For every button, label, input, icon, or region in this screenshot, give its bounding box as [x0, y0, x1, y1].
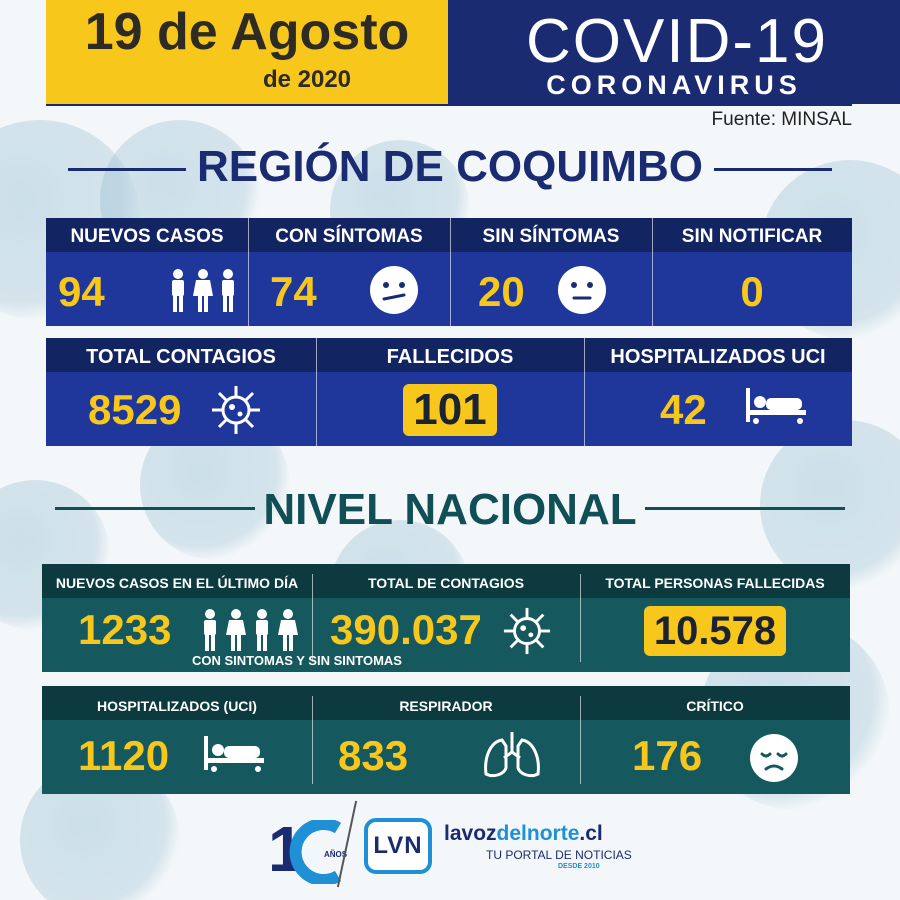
- stat-critico: CRÍTICO 176: [580, 686, 850, 794]
- divider: [580, 696, 581, 784]
- stat-value: 8529: [88, 386, 182, 433]
- divider: [312, 696, 313, 784]
- stat-label: SIN SÍNTOMAS: [482, 226, 620, 247]
- stat-value-highlight: 101: [403, 384, 497, 436]
- brand-highlight: delnorte: [496, 822, 580, 845]
- virus-icon: [212, 386, 260, 434]
- stat-note: CON SINTOMAS Y SIN SINTOMAS: [192, 653, 402, 668]
- stat-label: TOTAL CONTAGIOS: [86, 346, 276, 368]
- anniversary-logo: 1 AÑOS: [268, 814, 358, 886]
- stat-nuevos-casos: NUEVOS CASOS 94: [46, 218, 248, 326]
- stat-label: SIN NOTIFICAR: [681, 226, 823, 247]
- header-rule: [46, 104, 852, 106]
- stat-total-contagios: TOTAL CONTAGIOS 8529: [46, 338, 316, 446]
- title-rule-right: [645, 507, 845, 510]
- national-title: NIVEL NACIONAL: [263, 485, 637, 534]
- stat-value: 833: [338, 732, 409, 779]
- stat-sin-sintomas: SIN SÍNTOMAS 20: [450, 218, 652, 326]
- region-panel-2: TOTAL CONTAGIOS 8529 FALLECIDOS 101 HOSP…: [46, 338, 852, 446]
- stat-label: RESPIRADOR: [399, 698, 493, 714]
- stat-label: CON SÍNTOMAS: [275, 226, 423, 247]
- stat-label: FALLECIDOS: [386, 346, 514, 368]
- stat-fallecidos: FALLECIDOS 101: [316, 338, 584, 446]
- stat-label: CRÍTICO: [686, 698, 744, 714]
- stat-label: HOSPITALIZADOS (UCI): [97, 698, 257, 714]
- stat-respirador: RESPIRADOR 833: [312, 686, 580, 794]
- virus-icon: [503, 607, 551, 655]
- stat-con-sintomas: CON SÍNTOMAS 74: [248, 218, 450, 326]
- stat-value: 1233: [78, 606, 172, 653]
- national-panel-1-header: [42, 564, 850, 598]
- title-rule-left: [55, 507, 255, 510]
- stat-label: TOTAL PERSONAS FALLECIDAS: [605, 575, 825, 591]
- brand-prefix: lavoz: [444, 822, 497, 845]
- hospital-bed-icon: [746, 388, 806, 424]
- stat-label: NUEVOS CASOS: [70, 226, 224, 247]
- stat-value-highlight: 10.578: [643, 606, 787, 656]
- anniversary-ring-icon: [289, 820, 342, 884]
- stat-value: 20: [478, 268, 525, 315]
- date-banner: 19 de Agosto de 2020: [46, 0, 448, 104]
- stat-sin-notificar: SIN NOTIFICAR 0: [652, 218, 852, 326]
- national-panel-2: HOSPITALIZADOS (UCI) 1120 RESPIRADOR 833…: [42, 686, 850, 794]
- divider: [580, 574, 581, 662]
- brand-mark-icon: LVN: [364, 818, 432, 874]
- divider: [584, 338, 585, 446]
- covid-banner: COVID-19 CORONAVIRUS: [448, 0, 900, 104]
- date-text: 19 de Agosto: [84, 3, 410, 61]
- covid-subtitle: CORONAVIRUS: [546, 70, 802, 100]
- stat-value: 74: [270, 268, 317, 315]
- stat-hospitalizados-uci: HOSPITALIZADOS UCI 42: [584, 338, 852, 446]
- neutral-face-icon: [558, 266, 606, 314]
- divider: [316, 338, 317, 446]
- title-rule-right: [714, 168, 832, 171]
- brand-tagline: TU PORTAL DE NOTICIAS: [486, 848, 632, 862]
- source-text: Fuente: MINSAL: [711, 109, 852, 130]
- stat-total-contagios-nacional: TOTAL DE CONTAGIOS 390.037: [312, 564, 580, 672]
- stat-label: HOSPITALIZADOS UCI: [610, 346, 826, 368]
- divider: [312, 574, 313, 662]
- stat-value: 176: [632, 732, 703, 779]
- footer: 1 AÑOS LVN lavozdelnorte.cl TU PORTAL DE…: [0, 800, 900, 900]
- region-panel-2-header: [46, 338, 852, 372]
- national-panel-1: NUEVOS CASOS EN EL ÚLTIMO DÍA 1233 TOTAL…: [42, 564, 850, 672]
- divider: [652, 218, 653, 326]
- covid-title: COVID-19: [526, 7, 828, 76]
- brand-suffix: .cl: [579, 822, 603, 845]
- stat-value: 390.037: [330, 606, 482, 653]
- stat-total-fallecidos-nacional: TOTAL PERSONAS FALLECIDAS 10.578: [580, 564, 850, 672]
- national-panel-2-header: [42, 686, 850, 720]
- stat-value: 0: [740, 268, 764, 315]
- brand-since: DESDE 2010: [558, 863, 600, 870]
- stat-value: 94: [58, 268, 105, 315]
- brand-mark-text: LVN: [373, 832, 423, 859]
- people-icon: [172, 269, 234, 312]
- lungs-icon: [484, 732, 540, 778]
- divider: [248, 218, 249, 326]
- stat-value: 42: [660, 386, 707, 433]
- stat-hospitalizados-uci-nacional: HOSPITALIZADOS (UCI) 1120: [42, 686, 312, 794]
- region-panel-1: NUEVOS CASOS 94 CON SÍNTOMAS 74 SIN SÍNT…: [46, 218, 852, 326]
- divider: [450, 218, 451, 326]
- year-text: de 2020: [262, 66, 352, 93]
- anniversary-sub: AÑOS: [324, 850, 348, 859]
- stat-value: 1120: [78, 732, 170, 779]
- region-panel-1-header: [46, 218, 852, 252]
- title-rule-left: [68, 168, 186, 171]
- stat-label: TOTAL DE CONTAGIOS: [367, 575, 525, 591]
- stat-label: NUEVOS CASOS EN EL ÚLTIMO DÍA: [55, 575, 299, 591]
- sick-face-icon: [370, 266, 418, 314]
- brand-name[interactable]: lavozdelnorte.cl: [444, 822, 603, 846]
- hospital-bed-icon: [204, 736, 264, 772]
- people-icon: [204, 609, 298, 651]
- region-title: REGIÓN DE COQUIMBO: [196, 142, 704, 191]
- stat-nuevos-casos-nacional: NUEVOS CASOS EN EL ÚLTIMO DÍA 1233: [42, 564, 312, 672]
- sad-face-icon: [750, 734, 798, 782]
